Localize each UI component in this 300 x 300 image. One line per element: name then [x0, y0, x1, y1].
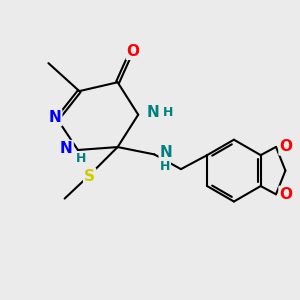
- Text: N: N: [160, 146, 172, 160]
- Text: O: O: [280, 187, 292, 202]
- Text: S: S: [84, 169, 95, 184]
- Text: O: O: [280, 140, 292, 154]
- Text: N: N: [49, 110, 61, 125]
- Text: N: N: [146, 105, 159, 120]
- Text: N: N: [60, 141, 73, 156]
- Text: H: H: [163, 106, 174, 119]
- Text: O: O: [127, 44, 140, 59]
- Text: H: H: [76, 152, 87, 165]
- Text: H: H: [160, 160, 170, 173]
